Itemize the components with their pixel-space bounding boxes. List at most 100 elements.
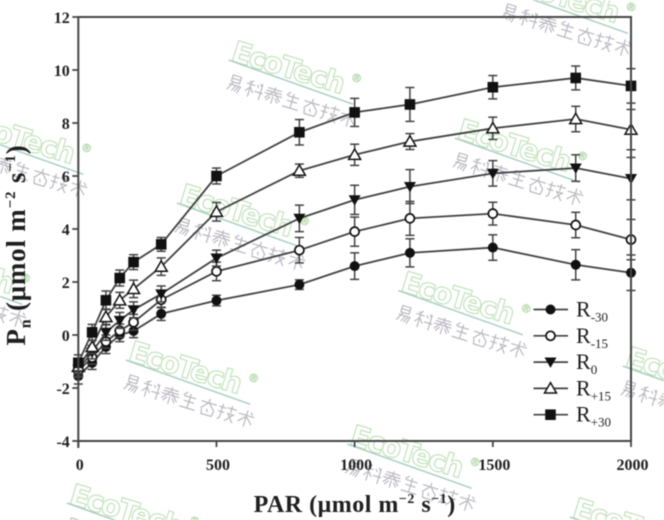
legend-label-base: R	[576, 297, 591, 322]
marker-circle-filled	[545, 304, 556, 315]
watermark-underline	[125, 359, 251, 406]
series-R+30	[73, 65, 637, 372]
watermark-cjk-char	[0, 306, 10, 324]
marker-circle-open	[211, 266, 222, 277]
watermark-cjk-char	[123, 374, 140, 394]
watermark-brand-text: EcoTech	[66, 477, 186, 520]
watermark-cjk-char	[452, 152, 469, 172]
watermark-cjk-char	[620, 380, 637, 400]
marker-triangle-down	[486, 168, 499, 180]
legend-label: R+30	[576, 402, 611, 430]
watermark-unit-2: EcoTech ®	[452, 112, 590, 205]
watermark-cjk-char	[0, 157, 13, 174]
watermark-cjk-char	[538, 16, 557, 33]
watermark-registered-mark: ®	[187, 514, 201, 520]
watermark-cjk-char	[519, 9, 538, 30]
watermark-registered-mark: ®	[468, 455, 482, 471]
y-tick-label: 2	[62, 275, 70, 292]
watermark-cjk-text	[0, 306, 27, 327]
marker-triangle-down	[99, 327, 112, 339]
watermark-cjk-char	[488, 334, 510, 354]
watermark-cjk-char	[216, 403, 238, 424]
watermark-cjk-char	[237, 410, 255, 427]
watermark-unit-11: EcoTech®	[65, 477, 202, 520]
marker-circle-open	[570, 219, 582, 231]
marker-triangle-up	[543, 381, 558, 394]
watermark-cjk-char	[470, 158, 490, 179]
marker-triangle-up	[112, 292, 128, 306]
watermark-unit-0: EcoTech®	[500, 0, 639, 56]
watermark-cjk-char	[244, 80, 264, 101]
watermark-cjk-char	[395, 304, 412, 324]
marker-square	[155, 239, 167, 250]
watermark-cjk-char	[161, 387, 180, 404]
watermark-cjk-text	[226, 74, 358, 127]
y-tick-label: 10	[54, 63, 70, 80]
legend-entry-R-30: R-30	[533, 297, 608, 325]
x-tick-label: 2000	[617, 457, 649, 474]
watermark-cjk-text	[0, 157, 88, 197]
marker-square	[349, 107, 360, 118]
watermark-underline	[503, 0, 629, 35]
watermark-cjk-char	[658, 393, 664, 407]
marker-triangle-up	[347, 147, 362, 161]
y-tick-label: 4	[62, 222, 70, 239]
marker-circle-open	[404, 213, 416, 224]
series-R-15	[72, 200, 637, 379]
marker-circle-filled	[294, 279, 305, 290]
marker-triangle-down	[127, 305, 140, 316]
watermark-cjk-char	[319, 103, 341, 124]
marker-circle-open	[349, 226, 360, 237]
watermark-cjk-char	[437, 487, 459, 508]
watermark-registered-mark: ®	[18, 271, 32, 287]
y-tick-label: 0	[62, 328, 70, 345]
marker-triangle-down	[348, 195, 361, 206]
legend-label-base: R	[576, 323, 591, 348]
x-tick-label: 500	[206, 457, 230, 474]
marker-square	[570, 72, 582, 84]
watermark-unit-8: EcoTech ®	[123, 334, 261, 427]
watermark-underline	[66, 502, 192, 520]
watermark-cjk-char	[192, 223, 212, 244]
y-tick-label: -4	[56, 434, 69, 451]
legend-label-base: R	[576, 375, 591, 400]
watermark-underline	[347, 443, 473, 490]
plot-area	[71, 65, 639, 385]
watermark-cjk-text	[174, 217, 306, 270]
x-axis-title: PAR (μmol m−2 s−1)	[254, 492, 456, 518]
marker-triangle-down	[403, 182, 416, 193]
watermark-cjk-char	[363, 464, 382, 485]
watermark-cjk-char	[9, 310, 27, 327]
watermark-cjk-char	[174, 217, 191, 237]
x-tick-label: 1500	[478, 457, 510, 474]
watermark-cjk-char	[400, 475, 418, 495]
watermark-cjk-text	[395, 304, 527, 358]
watermark-cjk-char	[458, 494, 476, 511]
legend-entry-R+15: R+15	[533, 375, 611, 403]
marker-triangle-down	[569, 163, 582, 174]
marker-circle-open	[294, 244, 305, 256]
watermark-cjk-char	[282, 91, 300, 111]
x-tick-label: 1000	[340, 457, 372, 474]
watermark-registered-mark: ®	[624, 0, 638, 15]
watermark-cjk-char	[251, 241, 268, 261]
watermark-underline	[398, 289, 524, 336]
watermark-registered-mark: ®	[575, 149, 589, 165]
marker-triangle-down	[293, 213, 306, 225]
watermark-cjk-char	[545, 181, 567, 202]
watermark-cjk-char	[382, 471, 401, 488]
watermark-registered-mark: ®	[79, 141, 93, 157]
marker-square	[86, 327, 98, 338]
watermark-cjk-text	[620, 380, 664, 407]
marker-triangle-up	[84, 339, 100, 353]
watermark-cjk-char	[566, 188, 584, 205]
marker-circle-filled	[211, 295, 222, 306]
legend-label-base: R	[576, 402, 591, 427]
marker-square	[294, 126, 305, 138]
y-tick-label: 6	[62, 169, 70, 186]
marker-circle-filled	[487, 242, 498, 253]
marker-circle-open	[128, 316, 139, 328]
marker-circle-filled	[570, 259, 581, 270]
